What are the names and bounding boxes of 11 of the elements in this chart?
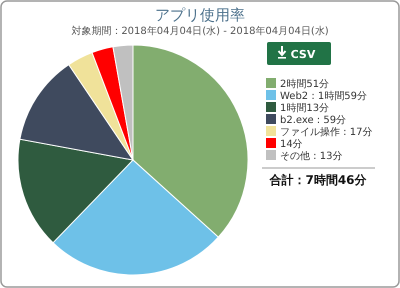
chart-title: アプリ使用率 <box>155 6 245 24</box>
legend-label: b2.exe : 59分 <box>280 114 346 126</box>
legend-label: 2時間51分 <box>280 78 330 90</box>
legend-label: 14分 <box>280 138 303 150</box>
text: CSV <box>290 48 316 61</box>
legend-label: Web2 : 1時間59分 <box>280 90 367 102</box>
chart-subtitle: 対象期間：2018年04月04日(水) - 2018年04月04日(水) <box>71 25 329 37</box>
legend-label: ファイル操作 : 17分 <box>280 126 372 138</box>
text: 合計：7時間46分 <box>268 173 368 187</box>
legend-label: その他 : 13分 <box>280 150 342 162</box>
legend-label: 1時間13分 <box>280 102 330 114</box>
